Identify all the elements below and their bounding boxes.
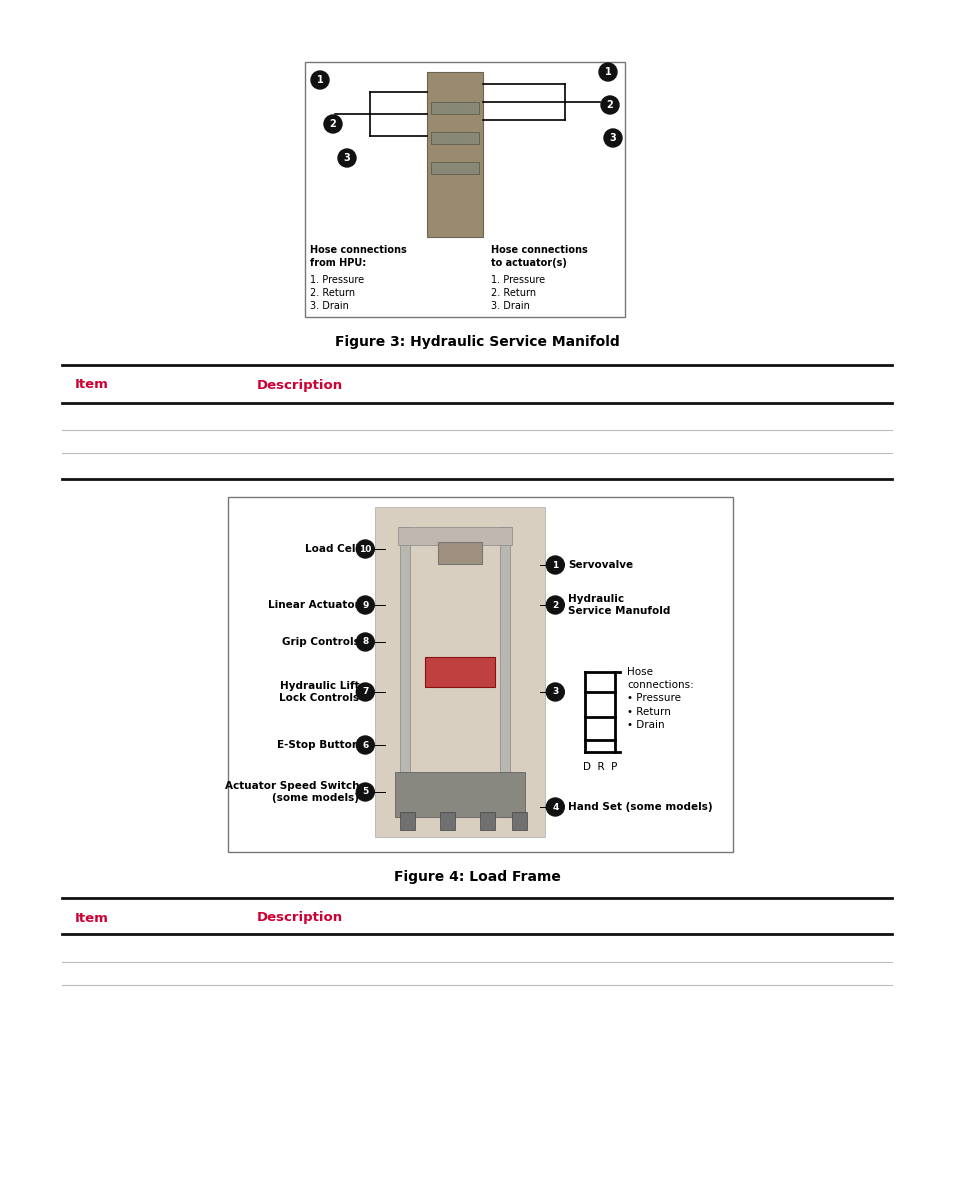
Bar bbox=[437, 542, 482, 564]
Text: 5: 5 bbox=[362, 788, 368, 797]
Bar bbox=[479, 812, 495, 830]
Circle shape bbox=[337, 149, 355, 167]
Text: Hand Set (some models): Hand Set (some models) bbox=[568, 802, 712, 812]
Bar bbox=[440, 812, 455, 830]
Text: 2: 2 bbox=[552, 600, 558, 610]
Text: 1: 1 bbox=[316, 75, 323, 85]
Circle shape bbox=[546, 683, 564, 702]
Bar bbox=[431, 103, 479, 114]
Circle shape bbox=[603, 129, 621, 147]
Text: Grip Controls: Grip Controls bbox=[281, 637, 359, 647]
Text: E-Stop Button: E-Stop Button bbox=[276, 740, 359, 750]
Text: Linear Actuator: Linear Actuator bbox=[267, 600, 359, 610]
Text: Item: Item bbox=[75, 378, 109, 391]
Text: Hose connections
from HPU:: Hose connections from HPU: bbox=[310, 245, 406, 268]
Text: Item: Item bbox=[75, 911, 109, 924]
Text: 8: 8 bbox=[362, 638, 368, 646]
Bar bbox=[427, 72, 483, 237]
Text: 2: 2 bbox=[606, 100, 613, 110]
Bar bbox=[499, 527, 510, 817]
Circle shape bbox=[546, 556, 564, 574]
Circle shape bbox=[355, 633, 374, 651]
Text: Actuator Speed Switch
(some models): Actuator Speed Switch (some models) bbox=[225, 782, 359, 803]
Text: Servovalve: Servovalve bbox=[568, 560, 633, 569]
Text: Load Cell: Load Cell bbox=[305, 544, 359, 554]
Bar bbox=[400, 812, 415, 830]
Bar bbox=[400, 527, 410, 817]
Text: Figure 4: Load Frame: Figure 4: Load Frame bbox=[394, 870, 559, 884]
Text: Description: Description bbox=[256, 378, 343, 391]
Text: 2. Return: 2. Return bbox=[491, 288, 536, 298]
Text: Hose
connections:
• Pressure
• Return
• Drain: Hose connections: • Pressure • Return • … bbox=[626, 667, 693, 730]
Bar bbox=[431, 162, 479, 174]
Text: 7: 7 bbox=[362, 687, 368, 697]
Text: Hose connections
to actuator(s): Hose connections to actuator(s) bbox=[491, 245, 588, 268]
Bar bbox=[431, 132, 479, 144]
Circle shape bbox=[355, 597, 374, 614]
Circle shape bbox=[355, 540, 374, 558]
Text: 10: 10 bbox=[358, 545, 371, 553]
Bar bbox=[395, 772, 525, 817]
Bar bbox=[512, 812, 527, 830]
Text: Figure 3: Hydraulic Service Manifold: Figure 3: Hydraulic Service Manifold bbox=[335, 335, 618, 349]
Text: 1: 1 bbox=[552, 560, 558, 569]
Circle shape bbox=[546, 597, 564, 614]
Text: D  R  P: D R P bbox=[582, 762, 617, 772]
Circle shape bbox=[598, 62, 617, 81]
Text: 9: 9 bbox=[362, 600, 368, 610]
Text: Hydraulic Lift
Lock Controls: Hydraulic Lift Lock Controls bbox=[279, 681, 359, 703]
Circle shape bbox=[355, 683, 374, 702]
Circle shape bbox=[355, 783, 374, 801]
Text: 1. Pressure: 1. Pressure bbox=[310, 275, 364, 285]
Text: 3. Drain: 3. Drain bbox=[310, 301, 349, 311]
Bar bbox=[305, 62, 624, 317]
Text: 4: 4 bbox=[552, 803, 558, 811]
Text: 6: 6 bbox=[362, 740, 368, 750]
Text: 2. Return: 2. Return bbox=[310, 288, 355, 298]
Text: Hydraulic
Service Manufold: Hydraulic Service Manufold bbox=[568, 594, 670, 615]
Bar bbox=[375, 507, 545, 837]
Text: Description: Description bbox=[256, 911, 343, 924]
Text: 3. Drain: 3. Drain bbox=[491, 301, 530, 311]
Bar bbox=[425, 657, 495, 687]
Circle shape bbox=[324, 116, 341, 133]
Text: 3: 3 bbox=[552, 687, 558, 697]
Text: 3: 3 bbox=[609, 133, 616, 143]
Circle shape bbox=[546, 798, 564, 816]
Text: 1: 1 bbox=[604, 67, 611, 77]
Text: 2: 2 bbox=[330, 119, 336, 129]
Circle shape bbox=[600, 95, 618, 114]
Circle shape bbox=[311, 71, 329, 88]
Text: 1. Pressure: 1. Pressure bbox=[491, 275, 545, 285]
Bar bbox=[398, 527, 512, 545]
Bar bbox=[228, 498, 732, 852]
Text: 3: 3 bbox=[343, 153, 350, 163]
Circle shape bbox=[355, 736, 374, 755]
